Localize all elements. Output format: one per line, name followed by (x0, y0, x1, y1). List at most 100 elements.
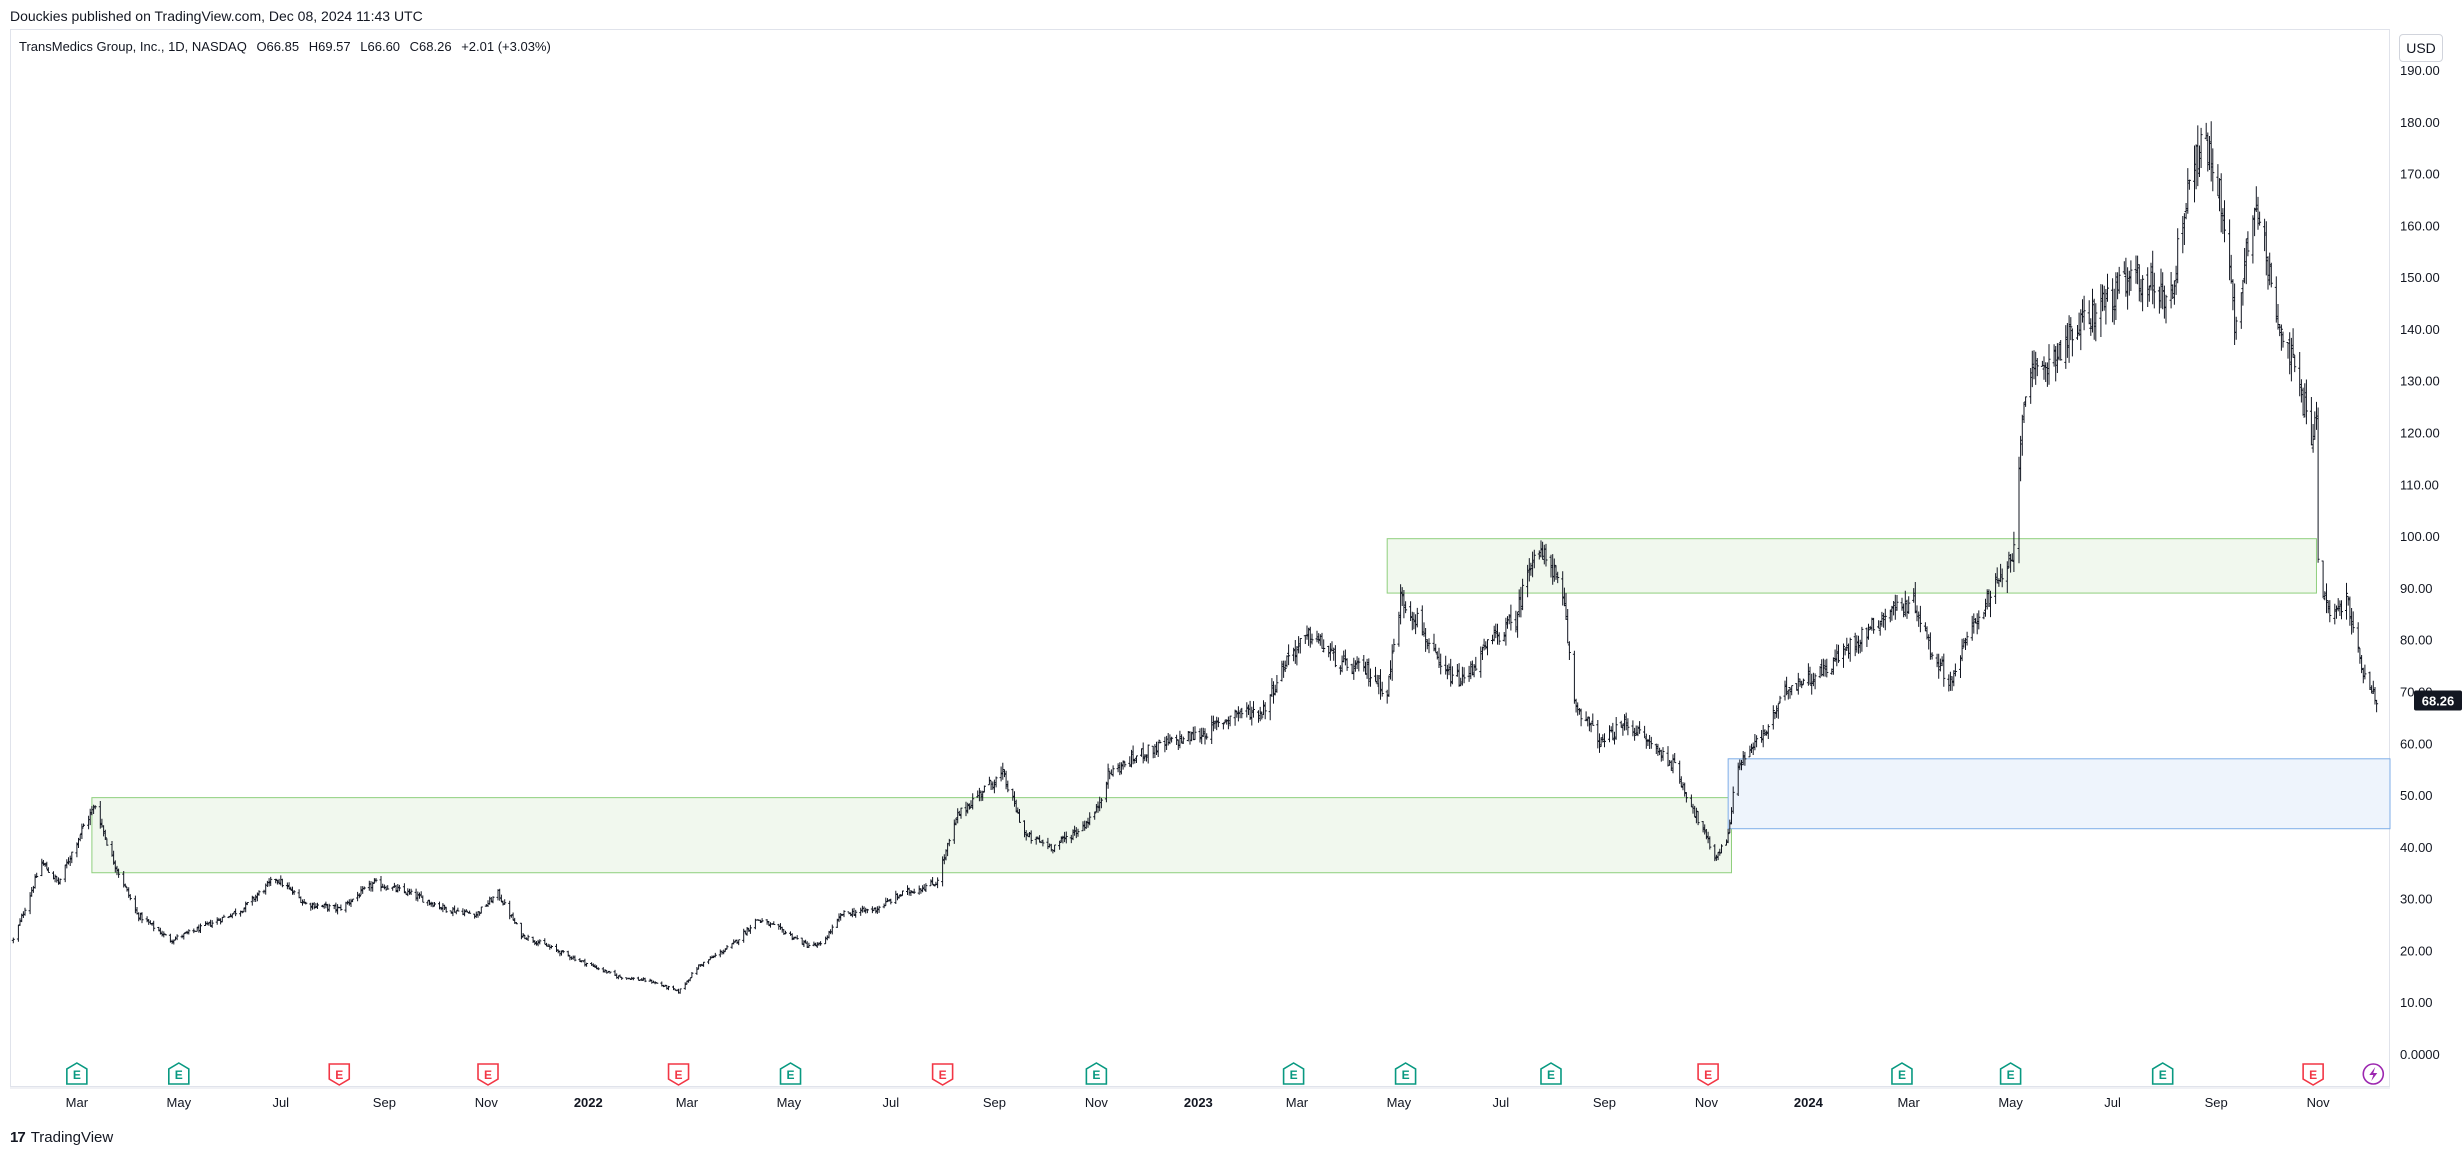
y-tick-label: 150.00 (2400, 270, 2440, 285)
symbol-name: TransMedics Group, Inc., 1D, NASDAQ (19, 39, 247, 54)
x-tick-label: May (1998, 1095, 2023, 1110)
earnings-icon: E (931, 1063, 954, 1086)
earnings-shape (1540, 1062, 1562, 1085)
earnings-icon: E (1085, 1062, 1108, 1085)
dividend-icon (2362, 1063, 2385, 1085)
earnings-shape (477, 1063, 499, 1086)
earnings-icon: E (1282, 1062, 1305, 1085)
price-axis: 190.00 180.00 170.00 160.00 150.00 140.00 130.… (2400, 63, 2440, 1062)
earnings-icon: E (1999, 1062, 2022, 1085)
publish-info: Douckies published on TradingView.com, D… (10, 8, 423, 24)
earnings-letter: E (73, 1068, 81, 1082)
x-tick-label: 2024 (1794, 1095, 1824, 1110)
zone-rect-1 (1386, 538, 2317, 594)
zones-layer (91, 538, 2391, 874)
earnings-shape (931, 1063, 954, 1086)
y-tick-label: 20.00 (2400, 943, 2433, 958)
x-tick-label: Jul (882, 1095, 899, 1110)
x-tick-label: Nov (475, 1095, 499, 1110)
lightning-icon (2369, 1067, 2378, 1081)
earnings-icon: E (1394, 1062, 1417, 1085)
earnings-letter: E (939, 1068, 947, 1082)
x-tick-label: Sep (373, 1095, 396, 1110)
legend-close: C68.26 (409, 39, 452, 54)
y-tick-label: 10.00 (2400, 995, 2433, 1010)
earnings-letter: E (175, 1068, 183, 1082)
earnings-shape (328, 1063, 351, 1086)
earnings-shape (779, 1062, 802, 1085)
price-bars-layer (11, 121, 2379, 994)
earnings-letter: E (484, 1068, 492, 1082)
y-tick-label: 190.00 (2400, 63, 2440, 78)
x-tick-label: Nov (2307, 1095, 2331, 1110)
earnings-shape (1891, 1062, 1913, 1085)
earnings-shape (2151, 1062, 2174, 1085)
earnings-icon: E (66, 1062, 88, 1085)
x-tick-label: Nov (1695, 1095, 1719, 1110)
earnings-shape (1999, 1062, 2022, 1085)
y-tick-label: 30.00 (2400, 892, 2433, 907)
earnings-icon: E (1891, 1062, 1913, 1085)
earnings-icon: E (2151, 1062, 2174, 1085)
ohlc-bars (11, 121, 2379, 994)
earnings-letter: E (1402, 1068, 1410, 1082)
earnings-letter: E (2159, 1068, 2167, 1082)
earnings-icon: E (667, 1063, 690, 1086)
earnings-icon: E (2302, 1063, 2324, 1086)
y-tick-label: 110.00 (2400, 477, 2439, 492)
x-tick-label: 2023 (1184, 1095, 1213, 1110)
earnings-icon: E (168, 1062, 190, 1085)
x-tick-label: 2022 (574, 1095, 603, 1110)
x-tick-label: Sep (983, 1095, 1006, 1110)
earnings-icon: E (328, 1063, 351, 1086)
earnings-shape (1394, 1062, 1417, 1085)
footer-brand[interactable]: 17 TradingView (10, 1129, 113, 1146)
earnings-letter: E (2309, 1068, 2317, 1082)
x-tick-label: Mar (1286, 1095, 1309, 1110)
x-tick-label: Nov (1085, 1095, 1109, 1110)
symbol-legend: TransMedics Group, Inc., 1D, NASDAQ O66.… (19, 39, 557, 54)
y-tick-label: 140.00 (2400, 322, 2440, 337)
time-axis: Mar May Jul Sep Nov 2022 Mar May Jul Sep Nov 2023 Ma… (10, 1087, 2390, 1110)
x-tick-label: Sep (2205, 1095, 2228, 1110)
x-tick-label: Jul (1493, 1095, 1510, 1110)
earnings-icon: E (477, 1063, 499, 1086)
earnings-shape (2302, 1063, 2324, 1086)
x-tick-label: May (1387, 1095, 1412, 1110)
x-tick-label: Mar (676, 1095, 699, 1110)
legend-low: L66.60 (360, 39, 401, 54)
y-tick-label: 80.00 (2400, 633, 2433, 648)
earnings-shape (1282, 1062, 1305, 1085)
currency-button[interactable]: USD (2399, 34, 2443, 62)
y-tick-label: 160.00 (2400, 218, 2440, 233)
last-price-label: 68.26 (2422, 693, 2455, 708)
earnings-letter: E (335, 1068, 343, 1082)
earnings-shape (168, 1062, 190, 1085)
earnings-letter: E (1547, 1068, 1555, 1082)
y-tick-label: 40.00 (2400, 840, 2433, 855)
earnings-letter: E (1290, 1068, 1298, 1082)
earnings-shape (1697, 1063, 1719, 1086)
y-tick-label: 60.00 (2400, 736, 2433, 751)
x-tick-label: May (167, 1095, 192, 1110)
y-tick-label: 90.00 (2400, 581, 2433, 596)
y-tick-label: 120.00 (2400, 426, 2440, 441)
zone-rect-2 (1727, 758, 2391, 830)
earnings-letter: E (1092, 1068, 1100, 1082)
earnings-letter: E (1704, 1068, 1712, 1082)
chart-frame (10, 29, 2390, 1087)
earnings-shape (1085, 1062, 1108, 1085)
x-tick-label: Mar (1897, 1095, 1920, 1110)
x-tick-label: May (777, 1095, 802, 1110)
earnings-letter: E (675, 1068, 683, 1082)
y-tick-label: 130.00 (2400, 374, 2440, 389)
last-price-box (2414, 690, 2462, 711)
legend-open: O66.85 (256, 39, 300, 54)
x-tick-label: Mar (66, 1095, 89, 1110)
tradingview-logo-icon: 17 (10, 1129, 26, 1146)
y-tick-label: 0.0000 (2400, 1047, 2440, 1062)
earnings-letter: E (1898, 1068, 1906, 1082)
legend-high: H69.57 (308, 39, 351, 54)
